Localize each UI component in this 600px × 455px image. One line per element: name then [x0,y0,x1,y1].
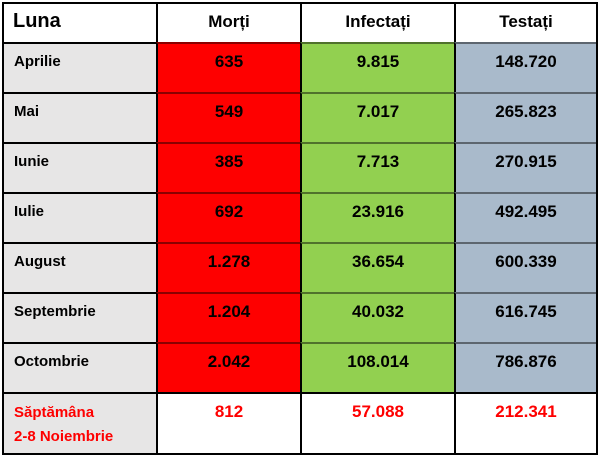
column-header-month: Luna [4,4,156,42]
month-cell: Octombrie [4,342,156,392]
table-row: Iulie 692 23.916 492.495 [4,192,596,242]
infected-cell: 23.916 [300,192,454,242]
month-cell: Mai [4,92,156,142]
table-row: Octombrie 2.042 108.014 786.876 [4,342,596,392]
month-cell: Iunie [4,142,156,192]
month-cell: Iulie [4,192,156,242]
infected-cell: 36.654 [300,242,454,292]
month-cell: August [4,242,156,292]
column-header-deaths: Morți [156,4,300,42]
infected-cell: 7.017 [300,92,454,142]
tested-cell: 786.876 [454,342,596,392]
tested-cell: 492.495 [454,192,596,242]
summary-infected-cell: 57.088 [300,392,454,453]
table-header-row: Luna Morți Infectați Testați [4,4,596,42]
table-row: Aprilie 635 9.815 148.720 [4,42,596,92]
tested-cell: 616.745 [454,292,596,342]
infected-cell: 108.014 [300,342,454,392]
summary-label-line1: Săptămâna [14,404,95,421]
tested-cell: 600.339 [454,242,596,292]
tested-cell: 270.915 [454,142,596,192]
table-row: Iunie 385 7.713 270.915 [4,142,596,192]
infected-cell: 7.713 [300,142,454,192]
tested-cell: 148.720 [454,42,596,92]
infected-cell: 9.815 [300,42,454,92]
deaths-cell: 635 [156,42,300,92]
deaths-cell: 1.204 [156,292,300,342]
deaths-cell: 692 [156,192,300,242]
deaths-cell: 2.042 [156,342,300,392]
month-cell: Aprilie [4,42,156,92]
deaths-cell: 385 [156,142,300,192]
column-header-tested: Testați [454,4,596,42]
summary-tested-cell: 212.341 [454,392,596,453]
summary-deaths-cell: 812 [156,392,300,453]
deaths-cell: 549 [156,92,300,142]
month-cell: Septembrie [4,292,156,342]
summary-row: Săptămâna 2-8 Noiembrie 812 57.088 212.3… [4,392,596,453]
column-header-infected: Infectați [300,4,454,42]
summary-label-cell: Săptămâna 2-8 Noiembrie [4,392,156,453]
table-row: Septembrie 1.204 40.032 616.745 [4,292,596,342]
tested-cell: 265.823 [454,92,596,142]
summary-label-line2: 2-8 Noiembrie [14,428,114,445]
deaths-cell: 1.278 [156,242,300,292]
infected-cell: 40.032 [300,292,454,342]
table-row: August 1.278 36.654 600.339 [4,242,596,292]
table-row: Mai 549 7.017 265.823 [4,92,596,142]
